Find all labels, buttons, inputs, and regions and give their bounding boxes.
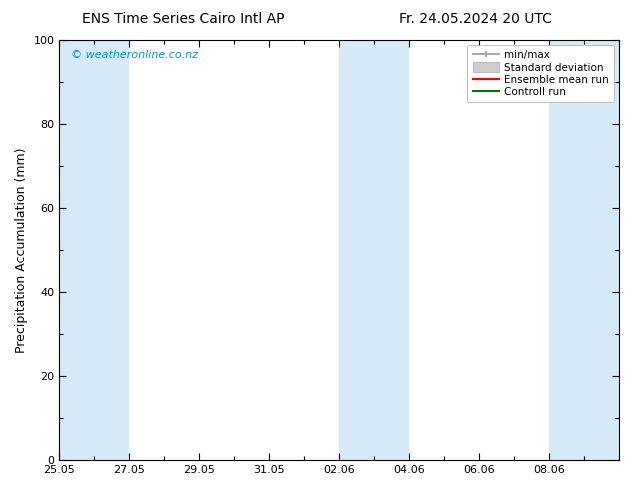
Text: Fr. 24.05.2024 20 UTC: Fr. 24.05.2024 20 UTC	[399, 12, 552, 26]
Bar	[549, 40, 619, 460]
Y-axis label: Precipitation Accumulation (mm): Precipitation Accumulation (mm)	[15, 147, 28, 353]
Text: ENS Time Series Cairo Intl AP: ENS Time Series Cairo Intl AP	[82, 12, 285, 26]
Bar	[339, 40, 409, 460]
Text: © weatheronline.co.nz: © weatheronline.co.nz	[70, 50, 198, 60]
Legend: min/max, Standard deviation, Ensemble mean run, Controll run: min/max, Standard deviation, Ensemble me…	[467, 45, 614, 102]
Bar	[60, 40, 129, 460]
